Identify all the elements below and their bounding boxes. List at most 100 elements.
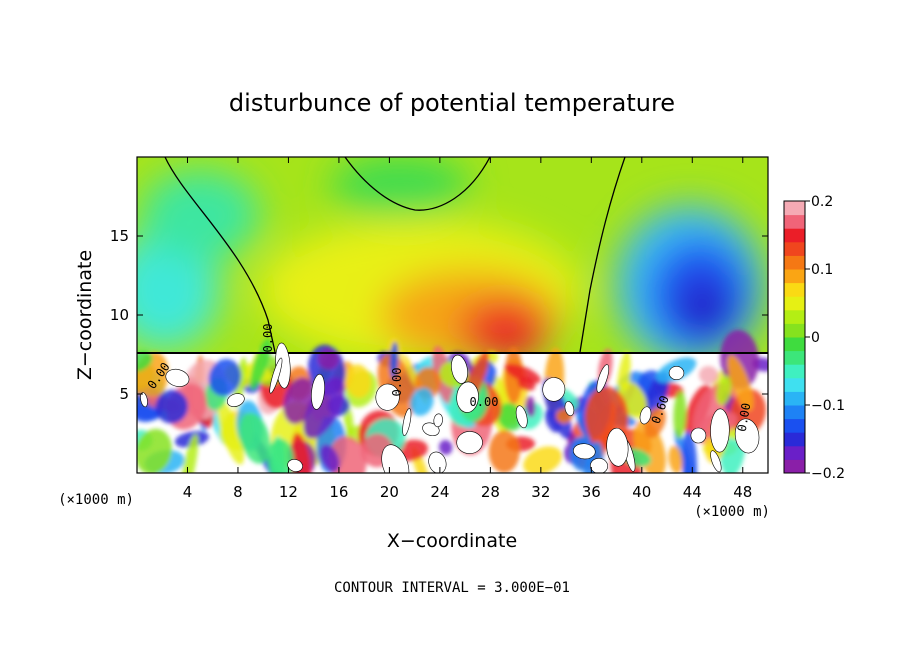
turbulent-contour (590, 457, 608, 473)
turbulent-contour (573, 443, 596, 460)
y-tick-label: 5 (119, 385, 129, 403)
turbulent-eddy (155, 389, 189, 424)
zero-contour-east (579, 157, 626, 353)
colorbar-segment (784, 255, 805, 270)
turbulent-eddy (409, 387, 434, 416)
x-tick-label: 20 (380, 483, 399, 501)
turbulent-contour (668, 365, 685, 381)
y-tick-label: 15 (110, 227, 129, 245)
x-unit-label-left: (×1000 m) (58, 492, 134, 508)
x-tick-label: 24 (430, 483, 449, 501)
colorbar-segment (784, 323, 805, 338)
turbulent-contour (639, 406, 652, 425)
turbulent-contour (710, 408, 730, 453)
turbulent-eddy (319, 444, 340, 472)
upper-field (137, 157, 765, 365)
turbulent-eddy (303, 377, 345, 439)
turbulent-eddy (681, 430, 698, 473)
cool-west-region (137, 230, 220, 350)
colorbar-segment (784, 241, 805, 256)
x-tick-label: 40 (632, 483, 651, 501)
turbulent-eddy (249, 338, 272, 390)
turbulent-eddy (643, 371, 670, 420)
colorbar-tick-label: 0 (811, 330, 820, 346)
x-tick-label: 28 (481, 483, 500, 501)
turbulent-eddy (389, 341, 399, 379)
x-tick-label: 8 (233, 483, 243, 501)
turbulent-eddy (716, 375, 732, 406)
turbulent-eddy (266, 438, 295, 473)
turbulent-contour (165, 368, 190, 387)
colorbar-segment (784, 350, 805, 365)
x-tick-label: 32 (531, 483, 550, 501)
colorbar-segment (784, 201, 805, 216)
cool-west-upper-region (140, 170, 260, 260)
contour-label: 0.00 (735, 402, 754, 433)
turbulent-contour (422, 422, 440, 437)
turbulent-contour (402, 408, 412, 436)
turbulent-eddy (504, 363, 541, 384)
colorbar-segment (784, 269, 805, 284)
turbulent-contour (596, 364, 610, 393)
colorbar-segment (784, 445, 805, 460)
x-tick-label: 12 (279, 483, 298, 501)
turbulent-eddy (668, 445, 683, 473)
colorbar-segment (784, 364, 805, 379)
turbulent-contour (456, 381, 479, 413)
colorbar-segment (784, 214, 805, 229)
turbulent-eddy (727, 354, 754, 411)
colorbar-segment (784, 391, 805, 406)
turbulent-eddy (328, 436, 367, 473)
zero-contour-top (344, 157, 491, 211)
turbulent-contour (311, 373, 325, 410)
turbulent-eddy (525, 396, 536, 418)
turbulent-eddy (345, 364, 371, 398)
turbulent-contour (375, 383, 400, 411)
colorbar: 0.2 0.1 0 −0.1 −0.2 (783, 194, 845, 482)
turbulent-contour (428, 451, 447, 473)
turbulent-contour (287, 459, 303, 472)
turbulent-contour (269, 357, 283, 394)
turbulent-contour (710, 450, 722, 473)
plot-area (137, 157, 768, 473)
colorbar-segment (784, 337, 805, 352)
colorbar-segment (784, 228, 805, 243)
colorbar-tick-label: 0.2 (811, 194, 833, 210)
turbulent-contour (690, 427, 707, 444)
turbulent-contour (606, 427, 629, 467)
turbulent-contour (433, 413, 443, 428)
cold-core-region (677, 280, 733, 340)
turbulent-eddy (488, 430, 520, 473)
turbulent-contour (140, 392, 148, 408)
chart-title: disturbunce of potential temperature (229, 89, 675, 117)
contour-label: 0.00 (390, 368, 404, 397)
turbulent-contour (451, 354, 468, 384)
turbulent-eddy (137, 428, 173, 473)
contour-interval-note: CONTOUR INTERVAL = 3.000E−01 (334, 580, 570, 596)
x-axis-label: X−coordinate (387, 530, 517, 552)
turbulent-eddy (438, 439, 453, 455)
colorbar-segment (784, 377, 805, 392)
turbulent-contour (734, 418, 760, 454)
neutral-aloft-region (330, 157, 470, 215)
x-tick-label: 36 (582, 483, 601, 501)
turbulent-contour (542, 377, 566, 402)
colorbar-segment (784, 418, 805, 433)
turbulent-contour (381, 444, 410, 473)
upper-contours (164, 157, 626, 353)
turbulent-contour (564, 401, 575, 417)
turbulent-contour (226, 393, 245, 407)
turbulent-eddy (180, 433, 199, 473)
x-unit-label-right: (×1000 m) (694, 504, 770, 520)
lower-field (137, 329, 768, 473)
colorbar-segment (784, 282, 805, 297)
colorbar-tick-label: −0.2 (811, 466, 845, 482)
x-tick-label: 16 (329, 483, 348, 501)
x-axis: 4 8 12 16 20 24 28 32 36 40 44 48 (183, 157, 752, 501)
x-tick-label: 44 (683, 483, 702, 501)
x-tick-label: 4 (183, 483, 193, 501)
turbulent-eddy (523, 446, 563, 473)
y-axis: 5 10 15 (110, 227, 768, 403)
